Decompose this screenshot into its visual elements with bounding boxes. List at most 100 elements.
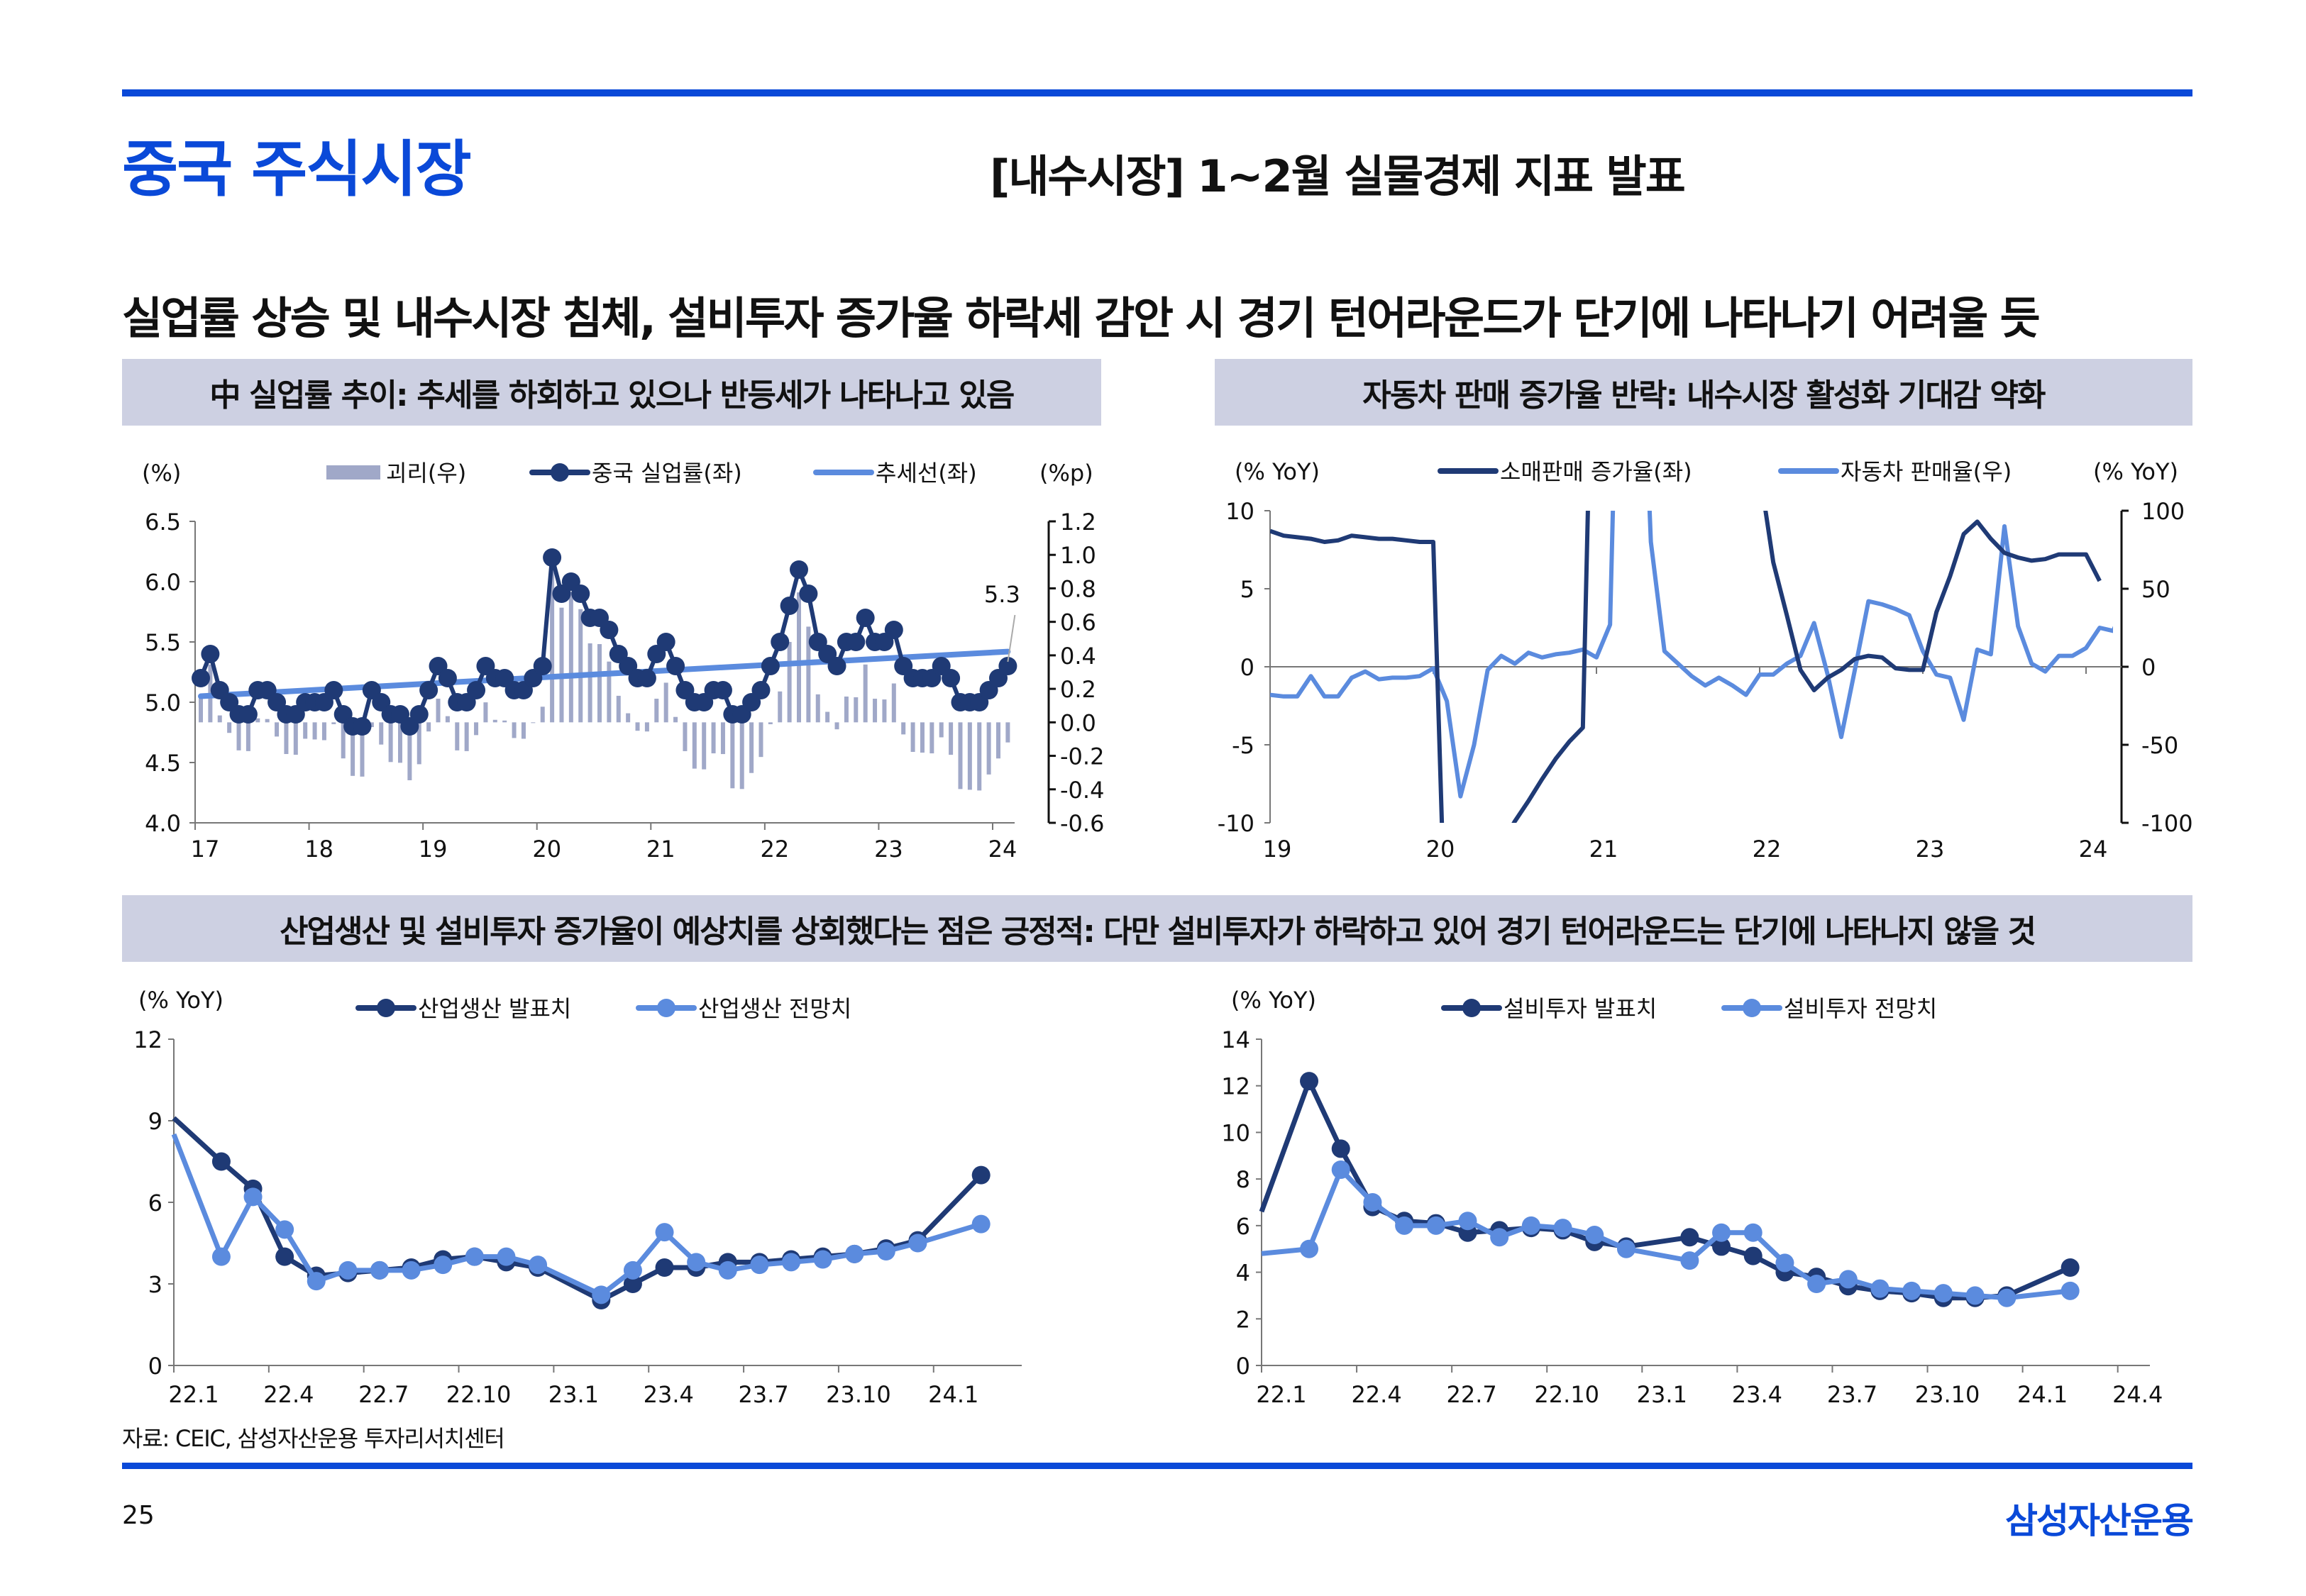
- gap-bar: [901, 722, 906, 735]
- x-tick-label: 24: [988, 836, 1017, 863]
- gap-bar: [749, 722, 754, 773]
- unemployment-point: [790, 560, 808, 579]
- retail-auto-chart: (% YoY) (% YoY)소매판매 증가율(좌) 자동차 판매율(우)1050-…: [1218, 458, 2193, 863]
- fixed-investment-chart: (% YoY) 설비투자 발표치 설비투자 전망치 14 12 10 8 6 4 2 022.1 22…: [1221, 987, 2163, 1408]
- legend-auto-label: 자동차 판매율(우): [1841, 458, 2012, 485]
- y-tick-label: 12: [1221, 1073, 1250, 1100]
- forecast-point: [211, 1247, 231, 1266]
- actual-point: [1743, 1246, 1762, 1265]
- unemployment-point: [419, 681, 438, 699]
- source-note: 자료: CEIC, 삼성자산운용 투자리서치센터: [122, 1425, 505, 1452]
- gap-bar: [199, 697, 203, 723]
- forecast-point: [750, 1256, 769, 1275]
- unemployment-point: [771, 633, 790, 651]
- page-number: 25: [122, 1501, 155, 1530]
- left-axis-unit: (%): [142, 460, 181, 487]
- forecast-point: [1331, 1160, 1350, 1179]
- left-tick-label: -5: [1232, 732, 1254, 759]
- x-tick-label: 23.4: [1732, 1381, 1782, 1408]
- gap-bar: [986, 722, 991, 775]
- legend-forecast-label: 산업생산 전망치: [698, 995, 851, 1022]
- gap-bar: [720, 722, 725, 755]
- x-tick-label: 23: [1916, 836, 1945, 863]
- y-tick-label: 4: [1236, 1260, 1250, 1287]
- gap-bar: [654, 699, 659, 723]
- x-tick-label: 23.1: [1637, 1381, 1687, 1408]
- right-tick-label: 0.6: [1060, 609, 1096, 636]
- forecast-point: [1521, 1216, 1540, 1235]
- gap-bar: [996, 722, 1000, 759]
- y-tick-label: 2: [1236, 1306, 1250, 1333]
- forecast-point: [908, 1234, 927, 1253]
- gap-bar: [474, 722, 479, 736]
- auto-sales-line: [1270, 511, 2113, 799]
- x-tick-label: 22.4: [1351, 1381, 1401, 1408]
- gap-bar: [407, 722, 412, 780]
- gap-bar: [455, 722, 460, 750]
- right-tick-label: 50: [2141, 576, 2170, 603]
- unemployment-point: [713, 681, 732, 699]
- legend-forecast-label: 설비투자 전망치: [1784, 995, 1937, 1022]
- gap-bar: [416, 722, 421, 765]
- unemployment-point: [751, 681, 771, 699]
- gap-bar: [255, 718, 260, 723]
- y-tick-label: 8: [1236, 1166, 1250, 1193]
- forecast-point: [1616, 1239, 1635, 1258]
- unemployment-point: [884, 621, 903, 639]
- forecast-point: [243, 1187, 263, 1207]
- left-tick-label: 4.5: [145, 750, 181, 777]
- gap-bar: [711, 722, 716, 754]
- actual-line: [172, 1116, 983, 1303]
- right-tick-label: -0.2: [1060, 743, 1104, 770]
- gap-bar: [949, 722, 954, 755]
- forecast-point: [1585, 1226, 1604, 1244]
- unemployment-point: [656, 633, 675, 651]
- x-tick-label: 22.10: [1534, 1381, 1599, 1408]
- left-tick-label: 4.0: [145, 810, 181, 837]
- forecast-point: [1680, 1251, 1699, 1270]
- production-investment-title: 산업생산 및 설비투자 증가율이 예상치를 상회했다는 점은 긍정적: 다만 설…: [122, 895, 2192, 962]
- gap-bar: [797, 592, 801, 723]
- actual-point: [275, 1247, 294, 1266]
- unemployment-point: [543, 548, 562, 567]
- gap-bar: [863, 664, 868, 723]
- forecast-point: [687, 1253, 706, 1272]
- gap-bar: [730, 722, 735, 789]
- gap-bar: [768, 722, 773, 724]
- gap-bar: [351, 722, 355, 776]
- gap-bar: [778, 691, 783, 723]
- forecast-point: [497, 1247, 516, 1266]
- y-tick-label: 14: [1221, 1026, 1250, 1053]
- x-tick-label: 22.1: [1256, 1381, 1306, 1408]
- forecast-point: [1363, 1193, 1382, 1212]
- left-tick-label: 5.0: [145, 689, 181, 716]
- legend-gap-label: 괴리(우): [386, 460, 466, 487]
- trend-line: [198, 648, 1011, 699]
- forecast-point: [1490, 1228, 1509, 1247]
- right-tick-label: 0: [2141, 654, 2156, 681]
- x-tick-label: 23: [874, 836, 903, 863]
- forecast-point: [1807, 1275, 1826, 1293]
- annotation-leader: [1007, 614, 1016, 663]
- gap-bar: [568, 592, 573, 723]
- brand-logo: 삼성자산운용: [2005, 1500, 2194, 1541]
- actual-point: [971, 1165, 991, 1185]
- actual-point: [2060, 1258, 2080, 1277]
- gap-bar: [910, 722, 915, 752]
- forecast-point: [338, 1260, 358, 1280]
- forecast-point: [307, 1272, 326, 1291]
- gap-bar: [626, 713, 631, 723]
- gap-bar: [246, 722, 250, 751]
- x-tick-label: 24: [2079, 836, 2108, 863]
- x-tick-label: 23.1: [548, 1381, 599, 1408]
- forecast-point: [1426, 1216, 1445, 1235]
- left-tick-label: 0: [1240, 654, 1254, 681]
- actual-point: [655, 1258, 674, 1277]
- forecast-point: [1997, 1288, 2017, 1307]
- unemployment-chart-title: 中 실업률 추이: 추세를 하회하고 있으나 반등세가 나타나고 있음: [122, 359, 1101, 426]
- x-tick-label: 20: [532, 836, 561, 863]
- actual-point: [1331, 1139, 1350, 1158]
- forecast-point: [1395, 1216, 1414, 1235]
- unemployment-point: [409, 705, 429, 724]
- gap-bar: [673, 716, 678, 723]
